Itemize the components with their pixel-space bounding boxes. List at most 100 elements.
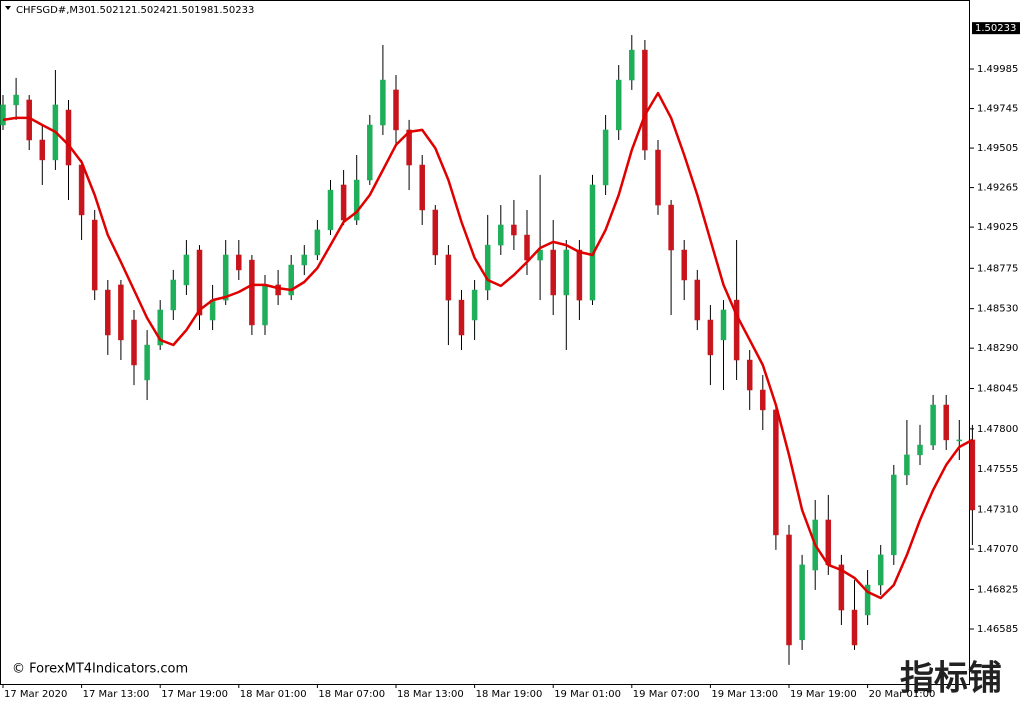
symbol: CHFSGD#,M30	[16, 5, 91, 16]
y-tick-label: 1.48775	[977, 263, 1018, 274]
header: CHFSGD#,M30 1.50212 1.50242 1.50198 1.50…	[5, 5, 254, 16]
low-price: 1.50198	[172, 5, 213, 16]
candle-body	[13, 94, 19, 106]
x-tick-label: 18 Mar 07:00	[318, 689, 385, 700]
candle-body	[471, 289, 478, 321]
candle-body	[694, 279, 701, 321]
y-tick-label: 1.49745	[977, 104, 1018, 115]
candle-body	[773, 409, 779, 536]
x-tick-label: 19 Mar 07:00	[633, 689, 700, 700]
candle-body	[91, 219, 98, 291]
candle-body	[825, 519, 832, 566]
x-tick-label: 19 Mar 19:00	[790, 689, 857, 700]
x-tick-label: 18 Mar 19:00	[476, 689, 543, 700]
candle-body	[340, 184, 347, 221]
candle-body	[249, 259, 255, 326]
candle-body	[367, 124, 373, 181]
candle-body	[419, 164, 425, 211]
y-tick-label: 1.48530	[977, 304, 1018, 315]
candle-body	[222, 254, 229, 301]
candle-body	[236, 254, 242, 271]
candle-body	[799, 564, 805, 641]
y-tick-label: 1.48290	[977, 343, 1018, 354]
moving-average	[2, 91, 973, 600]
candle-body	[327, 189, 334, 231]
candle-body	[576, 249, 583, 301]
y-tick-label: 1.47070	[977, 544, 1018, 555]
x-tick-label: 19 Mar 13:00	[711, 689, 778, 700]
candle-body	[930, 404, 936, 446]
candle-body	[170, 279, 177, 311]
candle-body	[681, 249, 687, 281]
candle-body	[78, 164, 85, 216]
watermark: 指标铺	[900, 659, 1002, 699]
candle-body	[589, 184, 596, 301]
candle-body	[209, 299, 216, 321]
candle-body	[0, 104, 6, 126]
current-price-label: 1.50233	[975, 23, 1016, 34]
candle-body	[65, 109, 72, 166]
candle-body	[642, 49, 648, 151]
candle-body	[353, 179, 360, 221]
candle-body	[511, 224, 517, 236]
candle-body	[157, 309, 163, 346]
candle-body	[301, 254, 308, 266]
candle-body	[629, 49, 635, 81]
x-tick-label: 17 Mar 2020	[4, 689, 67, 700]
y-tick-label: 1.49265	[977, 183, 1018, 194]
candle-body	[786, 534, 792, 646]
candle-body	[432, 209, 439, 256]
candle-body	[917, 444, 923, 456]
candle-body	[105, 289, 111, 336]
candle-body	[288, 264, 294, 296]
candle-body	[275, 284, 281, 296]
candle-body	[183, 254, 190, 286]
candle-body	[118, 284, 124, 341]
candle-body	[380, 79, 386, 126]
candle-body	[458, 299, 465, 336]
y-tick-label: 1.48045	[977, 384, 1018, 395]
candle-body	[720, 309, 727, 341]
candle-body	[864, 584, 871, 616]
y-tick-label: 1.49985	[977, 64, 1018, 75]
candle-body	[144, 344, 150, 381]
y-tick-label: 1.49505	[977, 143, 1018, 154]
candle-body	[550, 249, 556, 296]
candle-body	[733, 299, 740, 361]
candle-body	[655, 149, 661, 206]
candle-body	[602, 129, 609, 186]
candle-body	[393, 89, 399, 131]
candle-body	[877, 554, 884, 586]
y-tick-label: 1.49025	[977, 222, 1018, 233]
y-tick-label: 1.47555	[977, 464, 1018, 475]
high-price: 1.50242	[131, 5, 172, 16]
candle-body	[537, 249, 543, 261]
copyright: © ForexMT4Indicators.com	[12, 662, 188, 677]
candle-body	[131, 319, 137, 366]
x-tick-label: 17 Mar 19:00	[161, 689, 228, 700]
close-price: 1.50233	[213, 5, 254, 16]
candle-body	[615, 79, 622, 131]
candle-body	[956, 439, 963, 442]
candle-body	[707, 319, 714, 356]
candle-body	[445, 254, 452, 301]
x-tick-label: 18 Mar 01:00	[240, 689, 307, 700]
plot-frame	[0, 0, 970, 685]
y-tick-label: 1.46585	[977, 624, 1018, 635]
candle-body	[314, 229, 321, 256]
candle-body	[498, 224, 504, 246]
candle-body	[524, 234, 530, 261]
y-tick-label: 1.47310	[977, 505, 1018, 516]
x-tick-label: 20 Mar 01:00	[869, 689, 936, 700]
candle-body	[943, 404, 949, 441]
candle-body	[851, 609, 858, 646]
candle-body	[904, 454, 910, 476]
x-tick-label: 19 Mar 01:00	[554, 689, 621, 700]
candle-body	[262, 284, 268, 326]
candle-body	[746, 359, 753, 391]
current-price-box	[972, 22, 1020, 35]
candle-body	[563, 249, 570, 296]
candle-body	[196, 249, 203, 316]
x-tick-label: 17 Mar 13:00	[83, 689, 150, 700]
